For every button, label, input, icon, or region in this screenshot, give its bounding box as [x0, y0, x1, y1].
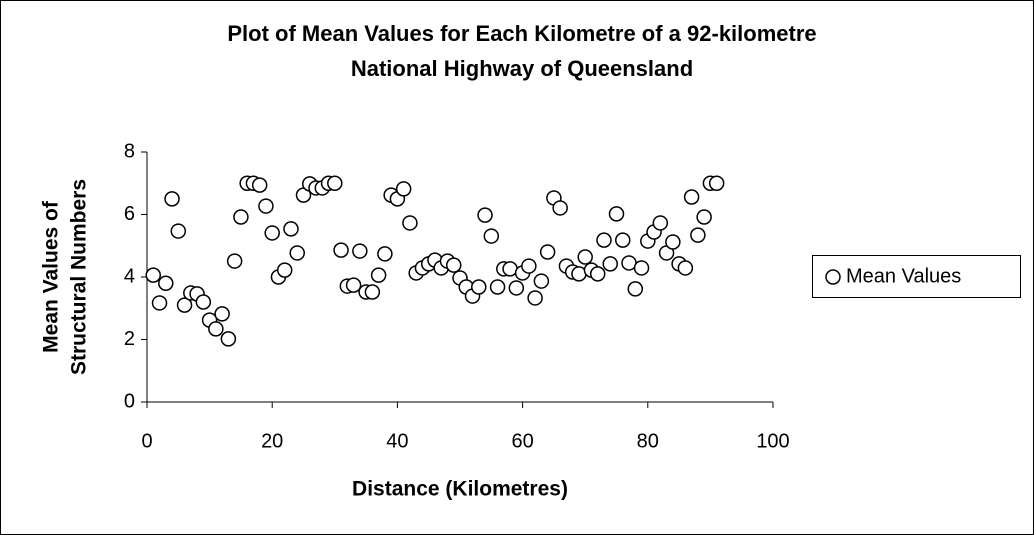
- point: [151, 295, 168, 311]
- y-tick-label: 4: [124, 265, 135, 287]
- point: [226, 253, 243, 269]
- point: [276, 262, 293, 278]
- y-axis-title: Structural Numbers: [68, 179, 91, 375]
- point: [577, 249, 593, 265]
- point: [552, 200, 568, 216]
- point: [596, 232, 612, 248]
- point: [589, 266, 606, 282]
- point: [251, 177, 268, 193]
- y-tick-label: 0: [124, 390, 135, 412]
- x-tick-label: 20: [261, 430, 283, 452]
- x-tick-label: 0: [141, 430, 152, 452]
- point: [176, 297, 193, 313]
- point: [483, 228, 500, 244]
- y-tick-label: 8: [124, 140, 135, 162]
- x-tick-label: 60: [511, 430, 533, 452]
- point: [258, 198, 274, 214]
- point: [289, 245, 305, 261]
- point: [395, 181, 412, 197]
- point: [708, 175, 725, 191]
- y-axis-title: Mean Values of: [40, 200, 63, 353]
- chart-title: National Highway of Queensland: [351, 56, 693, 81]
- point: [145, 267, 162, 283]
- legend-box: [812, 255, 1021, 298]
- point: [264, 225, 280, 241]
- point: [477, 207, 493, 223]
- point: [677, 260, 694, 276]
- point: [364, 284, 381, 300]
- point: [489, 279, 506, 295]
- point: [333, 242, 349, 258]
- point: [208, 321, 224, 337]
- point: [352, 243, 368, 259]
- legend-label: Mean Values: [846, 265, 961, 287]
- x-axis-title: Distance (Kilometres): [352, 478, 568, 501]
- x-tick-label: 80: [637, 430, 659, 452]
- point: [521, 258, 537, 274]
- point: [283, 221, 299, 237]
- point: [445, 257, 462, 273]
- point: [539, 244, 556, 260]
- point: [345, 277, 362, 293]
- point: [377, 246, 393, 262]
- point: [533, 273, 550, 289]
- point: [214, 306, 230, 322]
- point: [683, 189, 700, 205]
- point: [615, 232, 631, 248]
- point: [633, 260, 650, 276]
- point: [327, 175, 343, 191]
- point: [627, 281, 644, 297]
- point: [471, 279, 487, 295]
- y-tick-label: 6: [124, 203, 135, 225]
- point: [696, 209, 712, 225]
- point: [233, 209, 249, 225]
- legend-marker: [825, 269, 841, 285]
- point: [608, 206, 625, 222]
- point: [665, 234, 681, 250]
- point: [652, 215, 669, 231]
- point: [370, 267, 387, 283]
- point: [527, 290, 543, 306]
- point: [602, 256, 618, 272]
- point: [220, 331, 237, 347]
- point: [195, 294, 212, 310]
- x-tick-label: 40: [386, 430, 408, 452]
- point: [170, 223, 187, 239]
- x-tick-label: 100: [756, 430, 789, 452]
- point: [164, 191, 180, 207]
- chart-title: Plot of Mean Values for Each Kilometre o…: [227, 21, 816, 46]
- point: [402, 215, 418, 231]
- y-tick-label: 2: [124, 328, 135, 350]
- point: [690, 227, 706, 243]
- point: [158, 275, 174, 291]
- point: [508, 280, 525, 296]
